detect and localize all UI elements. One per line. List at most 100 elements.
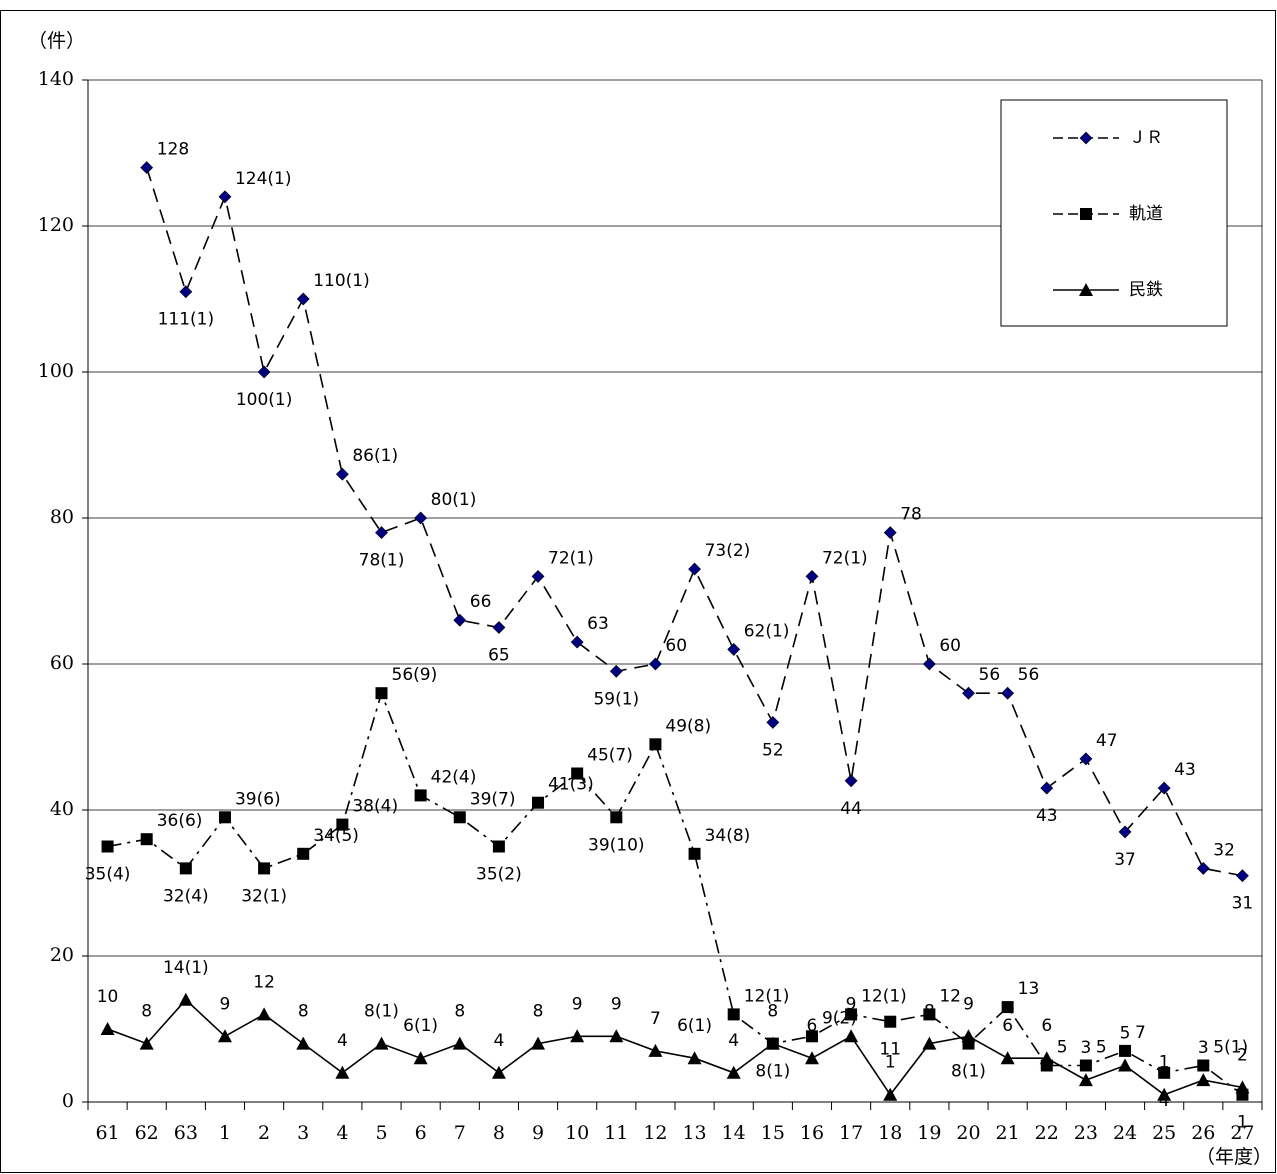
data-label: 62(1) [744,621,790,641]
x-tick-label: 25 [1152,1122,1176,1144]
marker [453,613,467,627]
data-label: 34(5) [313,826,359,846]
marker [178,992,193,1006]
marker [375,687,388,700]
x-tick-label: 3 [297,1122,309,1144]
marker [1157,781,1171,795]
data-label: 59(1) [593,689,639,709]
legend-label: ＪＲ [1129,128,1163,148]
data-label: 128 [157,140,189,160]
marker [139,1036,154,1050]
data-label: 49(8) [665,716,711,736]
marker [1197,1059,1210,1072]
series-line [107,998,1243,1097]
data-label: 66 [470,592,492,612]
data-label: 3 [1080,1038,1091,1058]
data-label: 7 [650,1009,661,1029]
data-label: 5 [1096,1038,1107,1058]
marker [335,467,349,481]
data-label: 32(4) [163,886,209,906]
marker [531,1036,546,1050]
data-label: 7 [1135,1023,1146,1043]
data-label: 32(1) [241,886,287,906]
data-label: 1 [1237,1113,1248,1133]
marker [414,511,428,525]
data-label: 1 [885,1053,896,1073]
marker [765,1036,780,1050]
marker [571,767,584,780]
marker [532,796,545,809]
data-label: 78(1) [359,551,405,571]
data-label: 9 [572,994,583,1014]
data-label: 86(1) [352,446,398,466]
marker [217,1029,232,1043]
marker [218,811,231,824]
x-tick-label: 23 [1074,1122,1098,1144]
data-label: 8 [454,1002,465,1022]
y-tick-label: 120 [38,214,74,236]
marker [375,526,388,540]
data-label: 9 [963,994,974,1014]
x-tick-label: 15 [761,1122,785,1144]
data-label: 4 [337,1031,348,1051]
data-label: 8 [533,1002,544,1022]
data-label: 5(1) [1213,1038,1248,1058]
data-label: 8(1) [755,1062,790,1082]
marker [922,657,936,671]
marker [1000,1051,1015,1065]
marker [1236,869,1249,883]
marker [688,562,701,576]
marker [884,1015,897,1028]
marker [1157,1087,1172,1101]
marker [688,847,701,860]
series-line [107,690,1243,1096]
x-tick-label: 16 [800,1122,824,1144]
marker [1158,1066,1171,1079]
marker [805,569,819,583]
y-tick-label: 20 [50,944,74,966]
data-label: 56 [1018,665,1040,685]
data-label: 41(3) [548,775,594,795]
data-label: 37 [1114,850,1136,870]
marker [257,365,271,379]
data-label: 72(1) [822,548,868,568]
data-label: 45(7) [587,746,633,766]
marker [140,161,154,175]
marker [297,847,310,860]
x-tick-label: 63 [174,1122,198,1144]
legend-label: 軌道 [1129,204,1163,224]
marker [962,686,975,700]
marker [727,642,741,656]
marker [1001,1001,1014,1014]
marker [492,621,506,634]
marker [100,1022,115,1035]
data-label: 52 [762,740,784,760]
x-tick-label: 14 [722,1122,746,1144]
x-tick-label: 6 [415,1122,427,1144]
marker [609,664,623,678]
marker [726,1065,741,1079]
x-tick-label: 2 [258,1122,270,1144]
data-label: 12(1) [744,986,790,1006]
marker [766,715,780,729]
marker [1118,825,1132,839]
marker [296,292,310,306]
y-tick-label: 100 [38,360,74,382]
data-label: 47 [1096,731,1118,751]
x-tick-label: 13 [682,1122,706,1144]
y-tick-label: 40 [50,798,74,820]
marker [923,1008,936,1021]
marker [1080,208,1092,220]
data-label: 38(4) [352,797,398,817]
marker [610,811,623,824]
marker [961,1029,976,1043]
marker [1079,131,1093,145]
marker [531,569,545,583]
data-label: 6(1) [403,1016,438,1036]
marker [609,1029,624,1043]
data-label: 60 [665,636,687,656]
x-tick-label: 19 [917,1122,941,1144]
data-label: 5 [1120,1024,1131,1044]
y-tick-label: 140 [38,68,74,90]
